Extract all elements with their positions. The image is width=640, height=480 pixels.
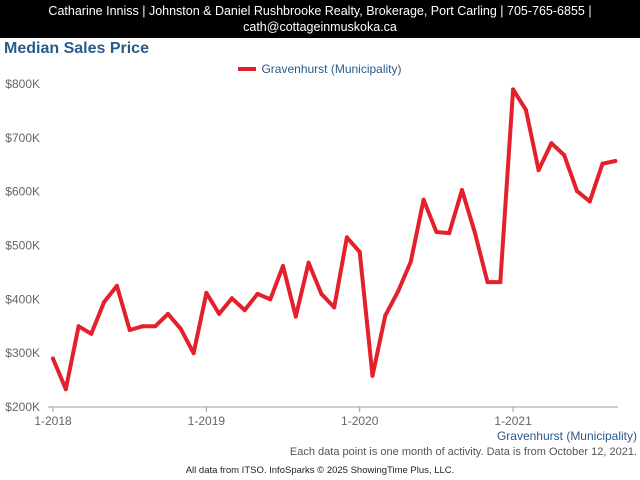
data-point[interactable] xyxy=(408,259,413,264)
data-point[interactable] xyxy=(472,230,477,235)
data-point[interactable] xyxy=(153,324,158,329)
data-point[interactable] xyxy=(485,280,490,285)
data-point[interactable] xyxy=(166,311,171,316)
data-point[interactable] xyxy=(204,290,209,295)
agent-info-line-1: Catharine Inniss | Johnston & Daniel Rus… xyxy=(48,4,592,18)
data-point[interactable] xyxy=(51,356,55,361)
series-line[interactable] xyxy=(51,87,618,392)
data-point[interactable] xyxy=(293,314,298,319)
legend-swatch xyxy=(238,66,257,71)
data-point[interactable] xyxy=(383,313,388,318)
data-point[interactable] xyxy=(319,291,324,296)
data-point[interactable] xyxy=(459,188,464,193)
data-point[interactable] xyxy=(63,387,68,392)
agent-info-line-2: cath@cottageinmuskoka.ca xyxy=(243,20,397,34)
data-point[interactable] xyxy=(498,280,503,285)
chart-title: Median Sales Price xyxy=(4,40,149,57)
data-point[interactable] xyxy=(434,230,439,235)
data-point[interactable] xyxy=(114,283,119,288)
data-point[interactable] xyxy=(217,311,222,316)
y-tick-label: $200K xyxy=(5,400,40,414)
agent-info-header: Catharine Inniss | Johnston & Daniel Rus… xyxy=(0,3,640,35)
data-point[interactable] xyxy=(344,235,349,240)
series-caption: Gravenhurst (Municipality) xyxy=(496,429,637,443)
x-tick-label: 1-2019 xyxy=(188,414,226,428)
data-point[interactable] xyxy=(242,308,247,313)
y-tick-label: $400K xyxy=(5,292,40,306)
y-tick-label: $700K xyxy=(5,131,40,145)
data-point[interactable] xyxy=(306,260,311,265)
legend-label: Gravenhurst (Municipality) xyxy=(261,62,402,76)
data-point[interactable] xyxy=(574,189,579,194)
data-point[interactable] xyxy=(255,291,260,296)
footnote: Each data point is one month of activity… xyxy=(289,446,637,458)
legend[interactable]: Gravenhurst (Municipality) xyxy=(0,62,640,76)
data-point[interactable] xyxy=(268,297,273,302)
data-point[interactable] xyxy=(178,326,183,331)
y-tick-label: $800K xyxy=(5,77,40,91)
data-point[interactable] xyxy=(281,263,286,268)
data-point[interactable] xyxy=(357,249,362,254)
data-point[interactable] xyxy=(191,351,196,356)
data-point[interactable] xyxy=(140,324,145,329)
data-point[interactable] xyxy=(89,331,94,336)
data-point[interactable] xyxy=(421,197,426,202)
data-point[interactable] xyxy=(370,373,375,378)
y-tick-label: $300K xyxy=(5,346,40,360)
x-tick-label: 1-2021 xyxy=(494,414,532,428)
data-point[interactable] xyxy=(102,300,107,305)
data-point[interactable] xyxy=(562,153,567,158)
data-point[interactable] xyxy=(613,158,618,163)
data-point[interactable] xyxy=(536,168,541,173)
data-point[interactable] xyxy=(523,107,528,112)
x-tick-label: 1-2018 xyxy=(34,414,72,428)
y-tick-label: $500K xyxy=(5,239,40,253)
data-point[interactable] xyxy=(76,324,81,329)
data-point[interactable] xyxy=(447,231,452,236)
data-point[interactable] xyxy=(600,161,605,166)
header-bar xyxy=(0,0,640,38)
data-point[interactable] xyxy=(511,87,516,92)
data-point[interactable] xyxy=(127,328,132,333)
x-tick-label: 1-2020 xyxy=(341,414,379,428)
data-point[interactable] xyxy=(587,199,592,204)
data-point[interactable] xyxy=(396,289,401,294)
y-tick-label: $600K xyxy=(5,185,40,199)
copyright: All data from ITSO. InfoSparks © 2025 Sh… xyxy=(185,465,455,476)
data-point[interactable] xyxy=(549,141,554,146)
data-point[interactable] xyxy=(332,305,337,310)
data-point[interactable] xyxy=(229,296,234,301)
